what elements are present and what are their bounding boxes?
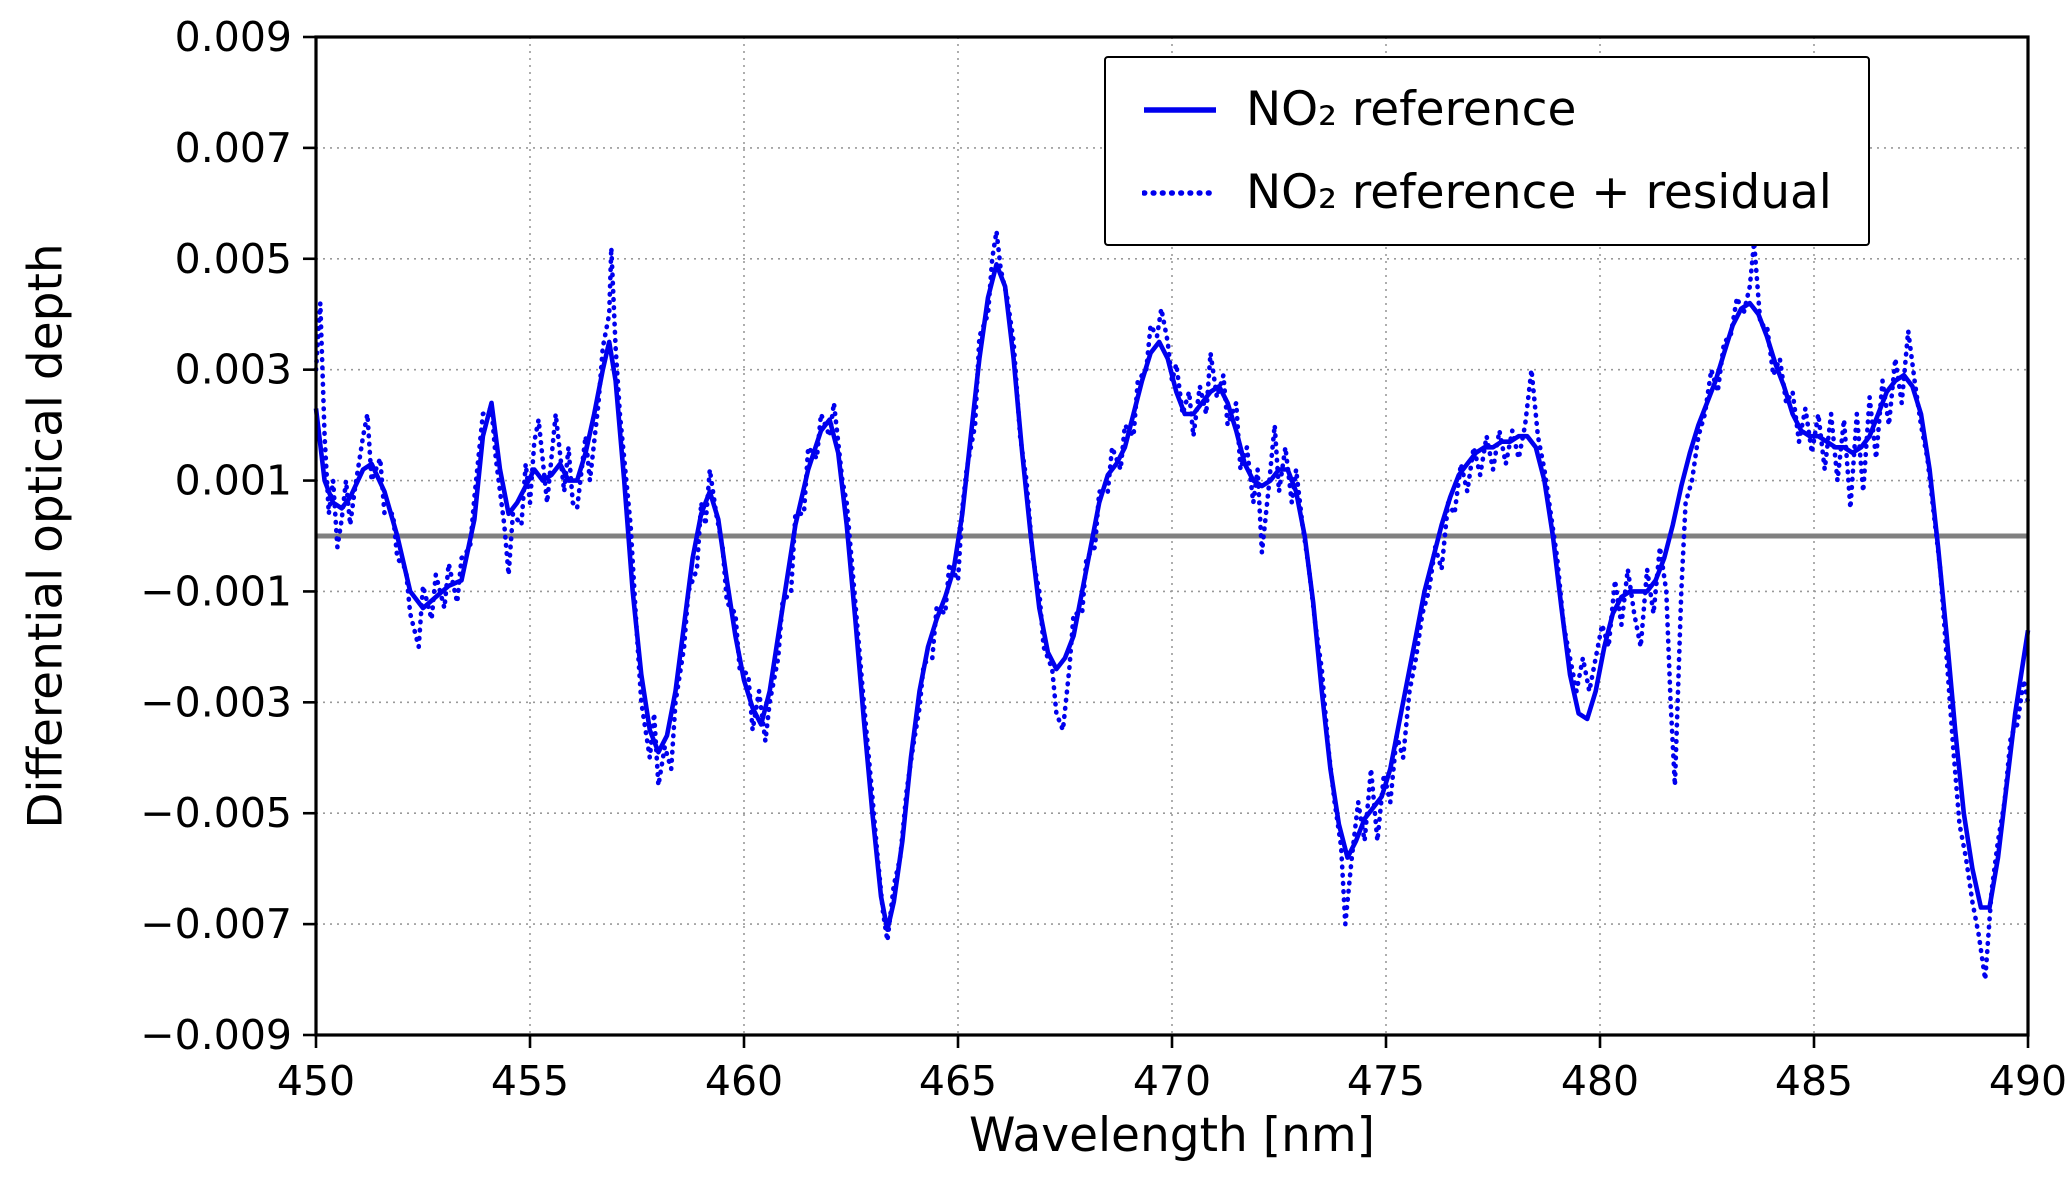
x-axis-label: Wavelength [nm] <box>969 1108 1375 1163</box>
x-tick-label: 460 <box>705 1057 783 1105</box>
y-tick-label: −0.001 <box>140 567 292 615</box>
series-line-1 <box>313 228 2031 982</box>
x-tick-label: 490 <box>1989 1057 2067 1105</box>
y-tick-label: −0.009 <box>140 1011 292 1059</box>
x-tick-label: 465 <box>919 1057 997 1105</box>
legend-label-reference-residual: NO₂ reference + residual <box>1246 165 1832 220</box>
x-tick-label: 470 <box>1133 1057 1211 1105</box>
solid-line-swatch-icon <box>1144 106 1216 113</box>
x-tick-label: 480 <box>1561 1057 1639 1105</box>
x-tick-label: 485 <box>1775 1057 1853 1105</box>
x-tick-label: 455 <box>491 1057 569 1105</box>
legend-item-reference-residual: NO₂ reference + residual <box>1142 165 1832 220</box>
legend: NO₂ reference NO₂ reference + residual <box>1104 56 1870 246</box>
y-tick-label: 0.001 <box>175 457 292 505</box>
y-tick-label: −0.007 <box>140 900 292 948</box>
x-tick-label: 450 <box>277 1057 355 1105</box>
y-tick-label: 0.003 <box>175 346 292 394</box>
y-tick-label: 0.007 <box>175 124 292 172</box>
legend-label-reference: NO₂ reference <box>1246 82 1577 137</box>
y-axis-label: Differential optical depth <box>18 243 74 829</box>
legend-item-reference: NO₂ reference <box>1142 82 1832 137</box>
y-tick-label: 0.005 <box>175 235 292 283</box>
y-tick-label: 0.009 <box>175 13 292 61</box>
dotted-line-swatch-icon <box>1142 189 1218 196</box>
y-tick-label: −0.003 <box>140 678 292 726</box>
y-tick-label: −0.005 <box>140 789 292 837</box>
x-tick-label: 475 <box>1347 1057 1425 1105</box>
